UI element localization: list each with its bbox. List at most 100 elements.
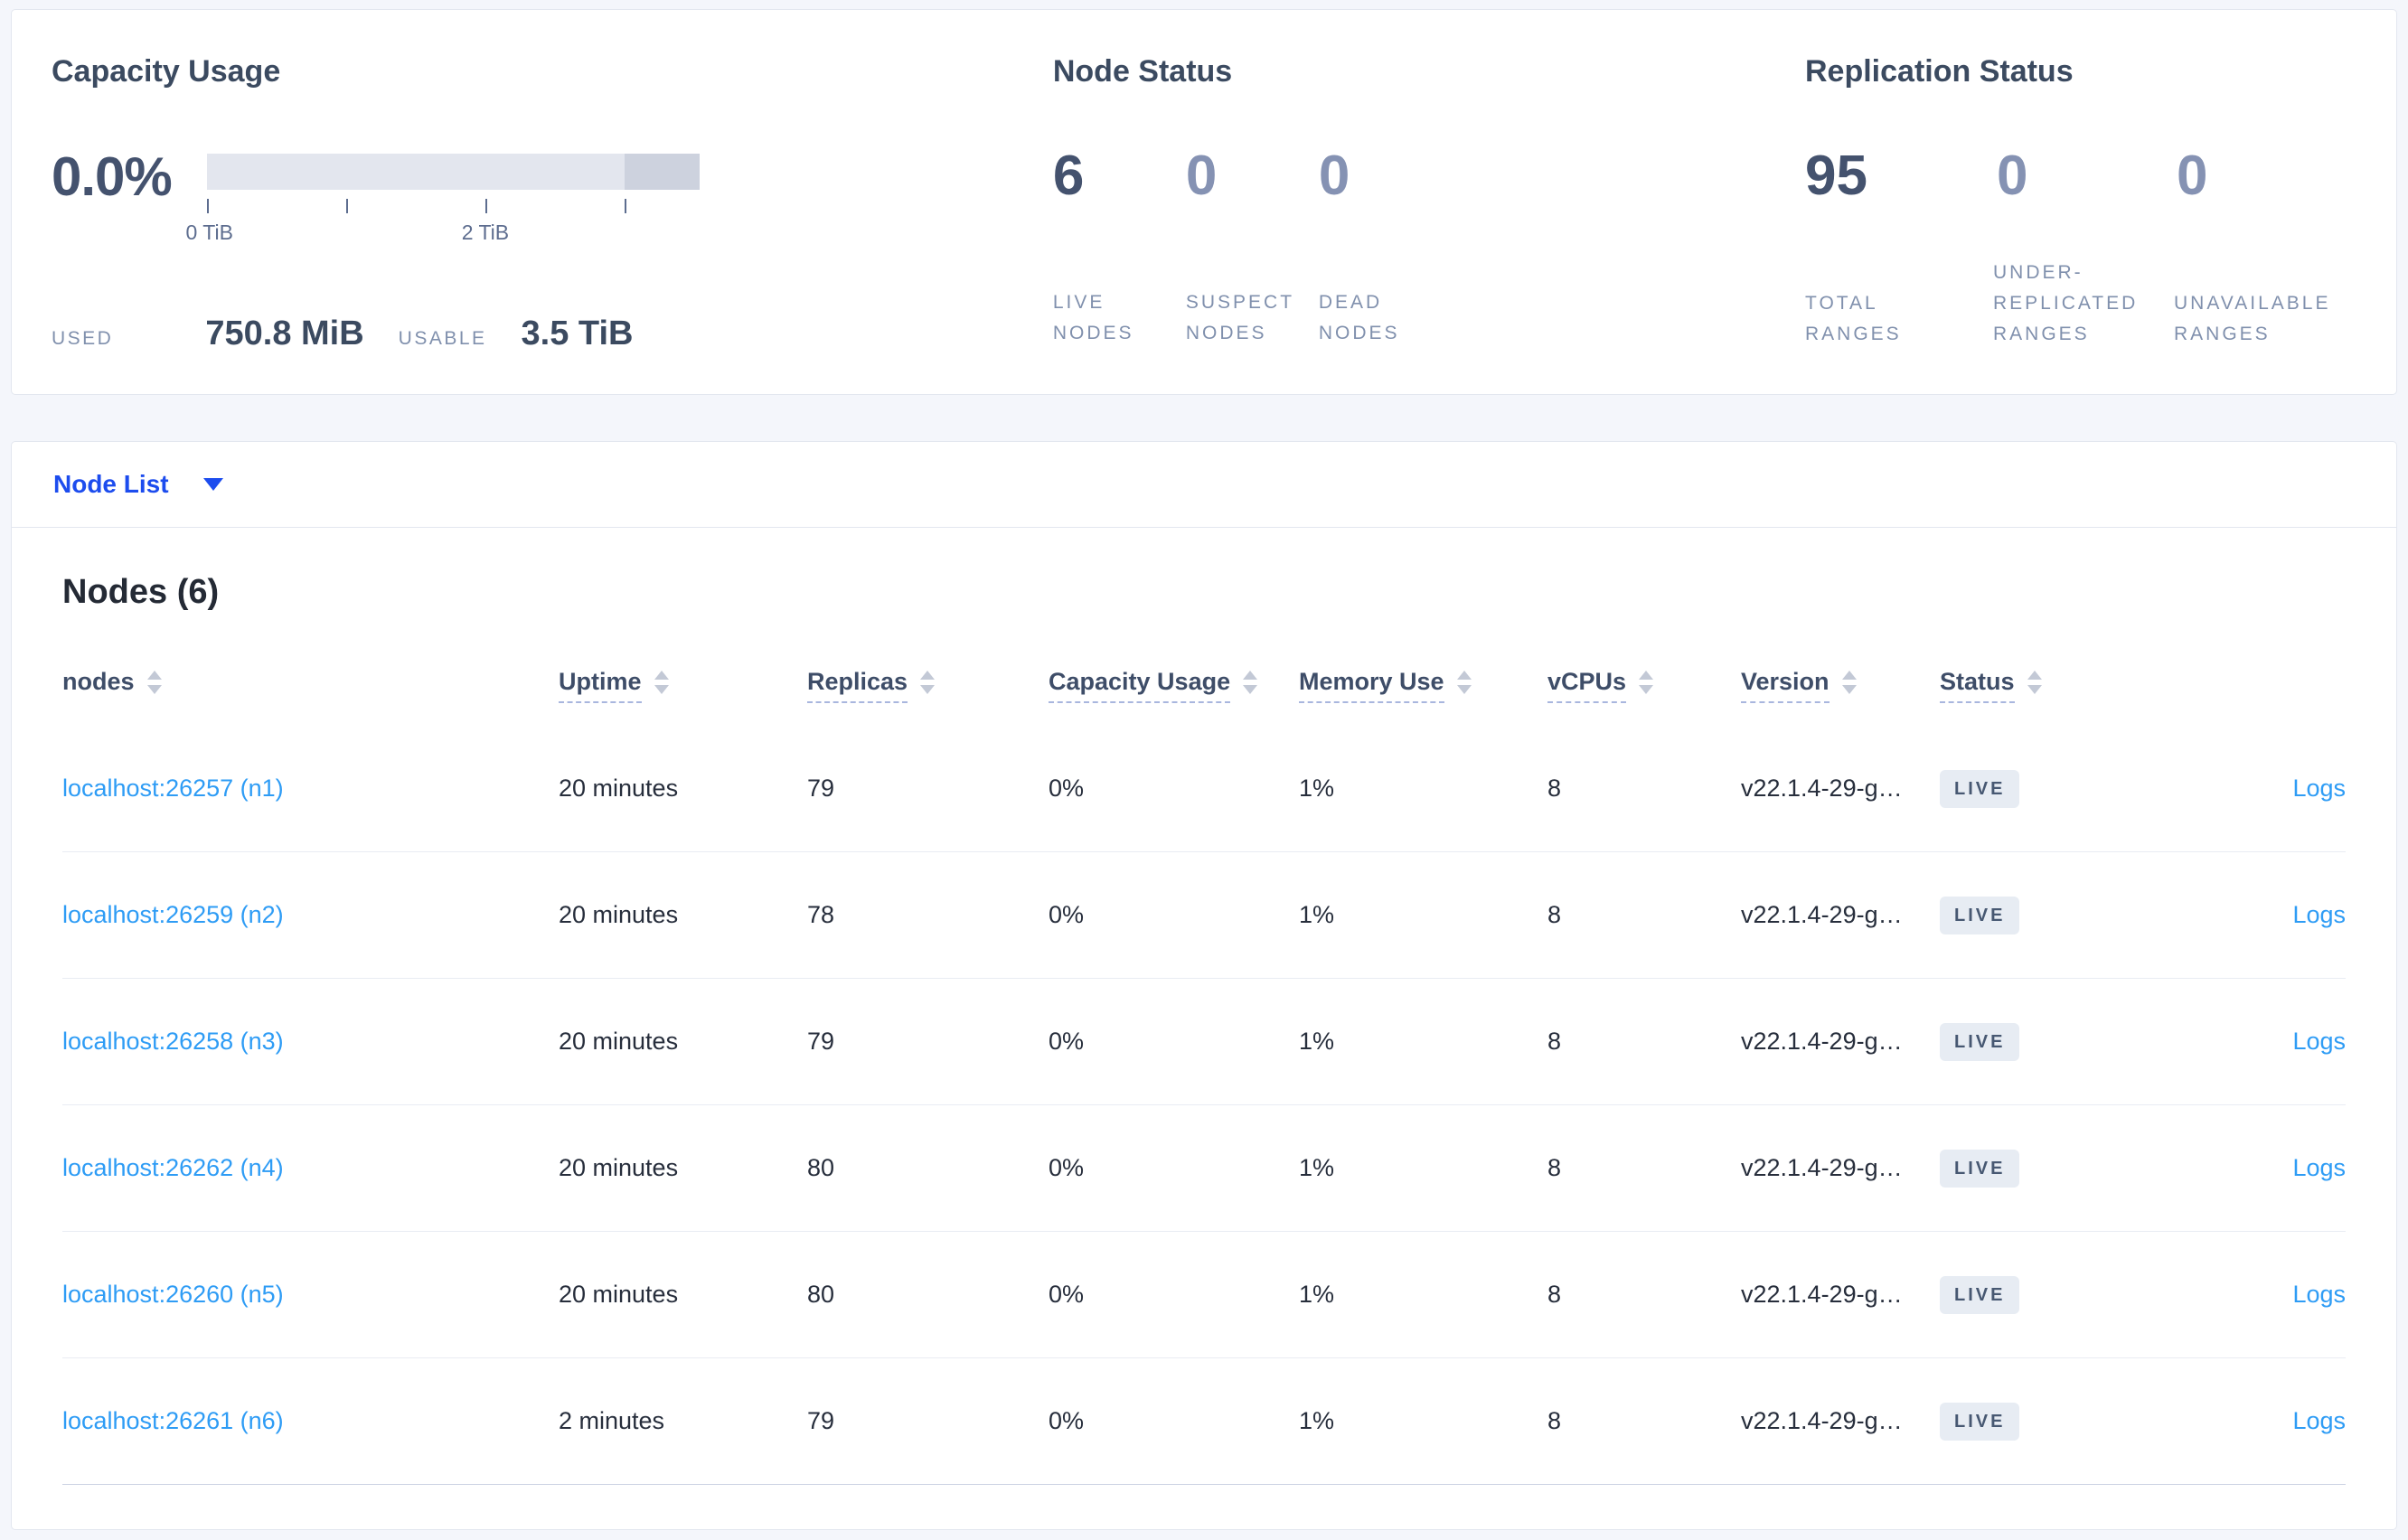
logs-link[interactable]: Logs <box>2292 1154 2346 1181</box>
memory-use-cell: 1% <box>1299 775 1335 802</box>
memory-use-cell: 1% <box>1299 1154 1335 1181</box>
version-cell: v22.1.4-29-g… <box>1741 1154 1903 1181</box>
live-nodes-count: 6 <box>1052 145 1085 207</box>
node-address-link[interactable]: localhost:26262 (n4) <box>62 1154 284 1181</box>
version-cell: v22.1.4-29-g… <box>1741 1407 1903 1434</box>
version-cell: v22.1.4-29-g… <box>1741 1281 1903 1308</box>
vcpus-cell: 8 <box>1547 1154 1562 1181</box>
usable-label: USABLE <box>398 328 487 349</box>
usable-value: 3.5 TiB <box>521 315 634 352</box>
capacity-bar-track <box>207 154 700 190</box>
replicas-cell: 79 <box>807 1407 835 1434</box>
dead-nodes-count: 0 <box>1318 145 1350 207</box>
capacity-used-percent: 0.0% <box>52 146 173 207</box>
column-header-version[interactable]: Version <box>1741 668 1940 703</box>
node-list-dropdown[interactable]: Node List <box>12 442 2396 528</box>
node-table-row: localhost:26262 (n4) 20 minutes 80 0% 1%… <box>62 1105 2346 1232</box>
capacity-usage-title: Capacity Usage <box>52 54 281 89</box>
node-status-section: Node Status 6 0 0 LIVE NODES SUSPECT NOD… <box>1053 53 1805 351</box>
capacity-usage-cell: 0% <box>1049 901 1085 928</box>
version-cell: v22.1.4-29-g… <box>1741 775 1903 802</box>
node-list-card: Node List Nodes (6) nodes Uptime Replica… <box>11 441 2397 1530</box>
logs-link[interactable]: Logs <box>2292 1028 2346 1055</box>
total-ranges-label: TOTAL RANGES <box>1805 293 1902 344</box>
node-list-dropdown-label: Node List <box>53 470 169 498</box>
sort-icon <box>1456 671 1472 694</box>
used-value: 750.8 MiB <box>205 315 364 352</box>
column-header-logs <box>2139 681 2346 689</box>
sort-icon <box>146 671 162 694</box>
sort-icon <box>654 671 669 694</box>
memory-use-cell: 1% <box>1299 901 1335 928</box>
version-cell: v22.1.4-29-g… <box>1741 901 1903 928</box>
uptime-cell: 20 minutes <box>559 775 679 802</box>
used-label: USED <box>52 328 114 349</box>
replicas-cell: 80 <box>807 1281 835 1308</box>
column-header-capacity[interactable]: Capacity Usage <box>1049 668 1299 703</box>
node-table-row: localhost:26260 (n5) 20 minutes 80 0% 1%… <box>62 1232 2346 1358</box>
status-badge: LIVE <box>1940 896 2020 934</box>
cluster-summary-card: Capacity Usage 0.0% 0 TiB 2 TiB USED 7 <box>11 9 2397 395</box>
column-header-memory[interactable]: Memory Use <box>1299 668 1547 703</box>
sort-icon <box>1841 671 1857 694</box>
node-table-row: localhost:26257 (n1) 20 minutes 79 0% 1%… <box>62 726 2346 852</box>
column-header-nodes[interactable]: nodes <box>62 668 559 703</box>
sort-icon <box>920 671 936 694</box>
replication-status-title: Replication Status <box>1805 54 2074 89</box>
node-address-link[interactable]: localhost:26260 (n5) <box>62 1281 284 1308</box>
sort-icon <box>1243 671 1258 694</box>
axis-tick <box>207 199 209 213</box>
under-replicated-ranges-count: 0 <box>1997 145 2028 207</box>
nodes-table-body: localhost:26257 (n1) 20 minutes 79 0% 1%… <box>62 726 2346 1485</box>
node-table-row: localhost:26261 (n6) 2 minutes 79 0% 1% … <box>62 1358 2346 1485</box>
column-header-vcpus[interactable]: vCPUs <box>1547 668 1741 703</box>
capacity-usage-cell: 0% <box>1049 1407 1085 1434</box>
replicas-cell: 80 <box>807 1154 835 1181</box>
vcpus-cell: 8 <box>1547 1028 1562 1055</box>
logs-link[interactable]: Logs <box>2292 1281 2346 1308</box>
column-header-uptime[interactable]: Uptime <box>559 668 807 703</box>
uptime-cell: 2 minutes <box>559 1407 665 1434</box>
node-status-title: Node Status <box>1052 54 1233 89</box>
column-header-replicas[interactable]: Replicas <box>807 668 1049 703</box>
capacity-usage-cell: 0% <box>1049 1154 1085 1181</box>
node-address-link[interactable]: localhost:26259 (n2) <box>62 901 284 928</box>
logs-link[interactable]: Logs <box>2292 775 2346 802</box>
sort-icon <box>1639 671 1654 694</box>
unavailable-ranges-label: UNAVAILABLE RANGES <box>2174 293 2331 344</box>
capacity-usage-section: Capacity Usage 0.0% 0 TiB 2 TiB USED 7 <box>52 53 1053 352</box>
node-address-link[interactable]: localhost:26261 (n6) <box>62 1407 284 1434</box>
logs-link[interactable]: Logs <box>2292 1407 2346 1434</box>
under-replicated-ranges-label: UNDER-REPLICATED RANGES <box>1993 262 2139 344</box>
capacity-usage-cell: 0% <box>1049 1281 1085 1308</box>
axis-tick <box>346 199 349 213</box>
axis-tick <box>625 199 627 213</box>
status-badge: LIVE <box>1940 1402 2020 1441</box>
node-address-link[interactable]: localhost:26257 (n1) <box>62 775 284 802</box>
column-header-status[interactable]: Status <box>1940 668 2139 703</box>
sort-icon <box>2027 671 2042 694</box>
version-cell: v22.1.4-29-g… <box>1741 1028 1903 1055</box>
live-nodes-label: LIVE NODES <box>1052 292 1134 343</box>
capacity-usage-cell: 0% <box>1049 775 1085 802</box>
nodes-heading: Nodes (6) <box>62 573 220 611</box>
uptime-cell: 20 minutes <box>559 1028 679 1055</box>
chevron-down-icon <box>202 478 223 491</box>
status-badge: LIVE <box>1940 1149 2020 1188</box>
replicas-cell: 78 <box>807 901 835 928</box>
logs-link[interactable]: Logs <box>2292 901 2346 928</box>
replicas-cell: 79 <box>807 775 835 802</box>
node-address-link[interactable]: localhost:26258 (n3) <box>62 1028 284 1055</box>
vcpus-cell: 8 <box>1547 901 1562 928</box>
uptime-cell: 20 minutes <box>559 901 679 928</box>
suspect-nodes-count: 0 <box>1185 145 1218 207</box>
status-badge: LIVE <box>1940 1275 2020 1314</box>
replicas-cell: 79 <box>807 1028 835 1055</box>
axis-tick-label: 0 TiB <box>185 221 233 244</box>
nodes-table-header: nodes Uptime Replicas Capacity Usage Mem… <box>62 653 2346 717</box>
uptime-cell: 20 minutes <box>559 1281 679 1308</box>
unavailable-ranges-count: 0 <box>2177 145 2208 207</box>
dead-nodes-label: DEAD NODES <box>1318 292 1400 343</box>
status-badge: LIVE <box>1940 1022 2020 1061</box>
